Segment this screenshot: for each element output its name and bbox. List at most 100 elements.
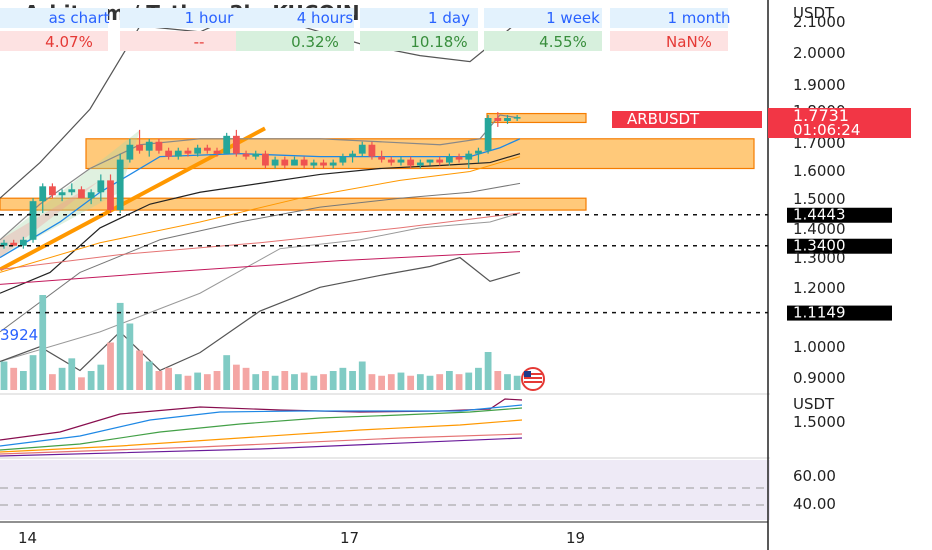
- volume-bar: [407, 375, 415, 390]
- candle-body[interactable]: [174, 150, 182, 157]
- candle-body[interactable]: [416, 162, 424, 166]
- candle-body[interactable]: [0, 242, 8, 246]
- lower-envelope: [0, 256, 521, 372]
- candle-body[interactable]: [329, 162, 337, 166]
- period-cell[interactable]: 1 hour --: [120, 8, 238, 51]
- candle-body[interactable]: [397, 159, 405, 163]
- candle-body[interactable]: [242, 153, 250, 157]
- candle-body[interactable]: [252, 153, 260, 157]
- candle-body[interactable]: [68, 189, 76, 193]
- volume-bar: [223, 355, 231, 390]
- period-change: 0.32%: [291, 33, 339, 51]
- candle-body[interactable]: [407, 159, 415, 166]
- volume-bar: [291, 374, 298, 390]
- candle-body[interactable]: [378, 156, 385, 160]
- period-cell[interactable]: as chart 4.07%: [0, 8, 109, 51]
- candle-body[interactable]: [310, 162, 318, 166]
- candle-body[interactable]: [194, 147, 202, 154]
- candle-body[interactable]: [358, 144, 366, 154]
- candle-body[interactable]: [213, 150, 221, 154]
- candle-body[interactable]: [87, 192, 95, 199]
- price-tick: 1.3000: [793, 249, 846, 267]
- symbol-badge[interactable]: ARBUSDT: [612, 110, 762, 128]
- last-price: 1.7731: [793, 106, 849, 125]
- trend-line[interactable]: [0, 126, 266, 272]
- candle-body[interactable]: [232, 135, 240, 154]
- candle-body[interactable]: [223, 135, 231, 154]
- candle-body[interactable]: [184, 150, 192, 154]
- candle-body[interactable]: [145, 141, 153, 151]
- candle-body[interactable]: [39, 186, 47, 202]
- candle-body[interactable]: [387, 159, 395, 163]
- level-label: 1.4443: [793, 206, 846, 224]
- period-label: 1 month: [668, 9, 731, 27]
- volume-bar: [455, 374, 463, 390]
- candle-body[interactable]: [262, 153, 269, 166]
- candle-body[interactable]: [475, 150, 482, 154]
- us-flag-icon[interactable]: [521, 367, 545, 391]
- period-change: 10.18%: [410, 33, 467, 51]
- ema-magenta: [0, 251, 521, 285]
- volume-bar: [0, 361, 8, 390]
- period-cell[interactable]: 1 month NaN%: [610, 8, 731, 51]
- candle-body[interactable]: [10, 242, 18, 246]
- candle-body[interactable]: [426, 159, 434, 163]
- volume-bar: [58, 367, 66, 390]
- candle-body[interactable]: [291, 159, 298, 166]
- period-label: 1 hour: [185, 9, 235, 27]
- lower-band: [0, 212, 521, 363]
- candle-body[interactable]: [339, 156, 347, 163]
- candle-body[interactable]: [271, 159, 279, 166]
- volume-bar: [494, 371, 502, 390]
- candle-body[interactable]: [107, 180, 114, 211]
- candle-body[interactable]: [320, 162, 327, 166]
- volume-bar: [310, 375, 318, 390]
- volume-bar: [513, 375, 521, 390]
- candle-body[interactable]: [136, 144, 143, 151]
- price-tick: 1.7000: [793, 134, 846, 152]
- candle-body[interactable]: [484, 118, 492, 151]
- candle-body[interactable]: [504, 118, 511, 121]
- period-cell[interactable]: 1 week 4.55%: [484, 8, 602, 51]
- volume-bar: [387, 374, 395, 390]
- volume-bar: [320, 374, 327, 390]
- period-cell[interactable]: 1 day 10.18%: [360, 8, 478, 51]
- candle-body[interactable]: [203, 147, 211, 151]
- volume-bar: [416, 374, 424, 390]
- candle-body[interactable]: [349, 153, 356, 157]
- volume-bar: [213, 371, 221, 390]
- candle-body[interactable]: [116, 159, 124, 211]
- rsi-pane[interactable]: [0, 460, 770, 520]
- main-pane[interactable]: [0, 0, 770, 393]
- candle-body[interactable]: [494, 118, 502, 121]
- rsi-tick-60: 60.00: [793, 467, 836, 485]
- price-zone[interactable]: [0, 197, 587, 211]
- candle-body[interactable]: [155, 141, 163, 151]
- candle-body[interactable]: [29, 201, 37, 240]
- candle-body[interactable]: [165, 150, 172, 157]
- volume-bar: [252, 374, 260, 390]
- candle-body[interactable]: [126, 144, 134, 160]
- candle-body[interactable]: [300, 159, 308, 166]
- candle-body[interactable]: [281, 159, 289, 166]
- volume-layer: [0, 295, 521, 390]
- period-change: --: [194, 33, 205, 51]
- ema-orange: [0, 156, 521, 273]
- candle-body[interactable]: [78, 189, 85, 199]
- candle-body[interactable]: [58, 192, 66, 196]
- volume-bar: [116, 302, 124, 390]
- level-label: 1.1149: [793, 304, 846, 322]
- candle-body[interactable]: [436, 159, 444, 163]
- candle-body[interactable]: [465, 153, 473, 160]
- symbol-label: ARBUSDT: [627, 110, 700, 128]
- candle-body[interactable]: [455, 156, 463, 160]
- candle-body[interactable]: [97, 180, 105, 193]
- period-cell[interactable]: 4 hours 0.32%: [236, 8, 354, 51]
- candle-body[interactable]: [368, 144, 376, 157]
- volume-bar: [10, 367, 18, 390]
- candle-body[interactable]: [19, 239, 27, 246]
- candle-body[interactable]: [513, 117, 521, 119]
- candle-body[interactable]: [49, 186, 56, 196]
- candle-body[interactable]: [445, 156, 453, 163]
